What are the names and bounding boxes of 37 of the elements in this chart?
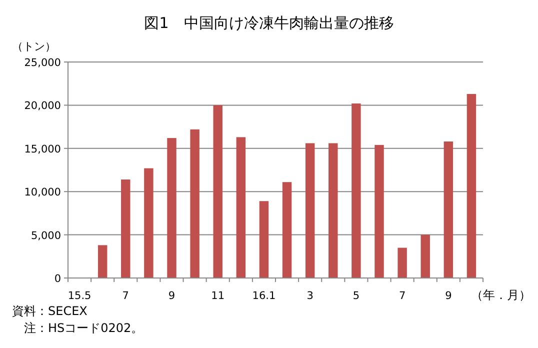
bar xyxy=(167,138,176,278)
x-tick-label: 5 xyxy=(352,290,360,302)
chart-title: 図1 中国向け冷凍牛肉輸出量の推移 xyxy=(144,14,394,32)
y-tick-label: 0 xyxy=(54,273,61,285)
bar xyxy=(374,144,384,278)
bar xyxy=(190,129,200,278)
bar xyxy=(144,168,154,278)
y-tick-label: 5,000 xyxy=(30,230,61,242)
bar xyxy=(121,180,130,278)
bar xyxy=(259,201,269,278)
y-tick-label: 25,000 xyxy=(24,57,61,69)
x-tick-label: 7 xyxy=(122,290,129,302)
x-tick-label: 15.5 xyxy=(68,290,92,302)
bar xyxy=(305,143,315,278)
bar xyxy=(352,103,361,278)
text: 注：HSコード0202。 xyxy=(12,321,144,335)
bar xyxy=(398,248,407,278)
text: 資料：SECEX xyxy=(12,304,88,318)
bar xyxy=(444,141,454,278)
x-axis-title: （年．月） xyxy=(471,288,531,302)
y-axis-title: （トン） xyxy=(12,40,56,53)
y-tick-label: 20,000 xyxy=(24,100,61,112)
y-tick-label: 10,000 xyxy=(24,186,61,199)
bar xyxy=(420,234,430,278)
bar xyxy=(236,137,246,278)
bar xyxy=(466,94,476,278)
x-tick-label: 7 xyxy=(398,290,406,302)
x-tick-label: 11 xyxy=(211,290,225,302)
y-tick-label: 15,000 xyxy=(24,143,61,156)
bar xyxy=(282,182,292,278)
x-tick-label: 9 xyxy=(168,290,176,302)
bar xyxy=(98,245,108,278)
x-tick-label: 9 xyxy=(445,290,452,302)
x-tick-label: 3 xyxy=(306,290,314,302)
bar xyxy=(328,143,338,278)
bar xyxy=(213,105,222,278)
x-tick-label: 16.1 xyxy=(252,290,276,302)
